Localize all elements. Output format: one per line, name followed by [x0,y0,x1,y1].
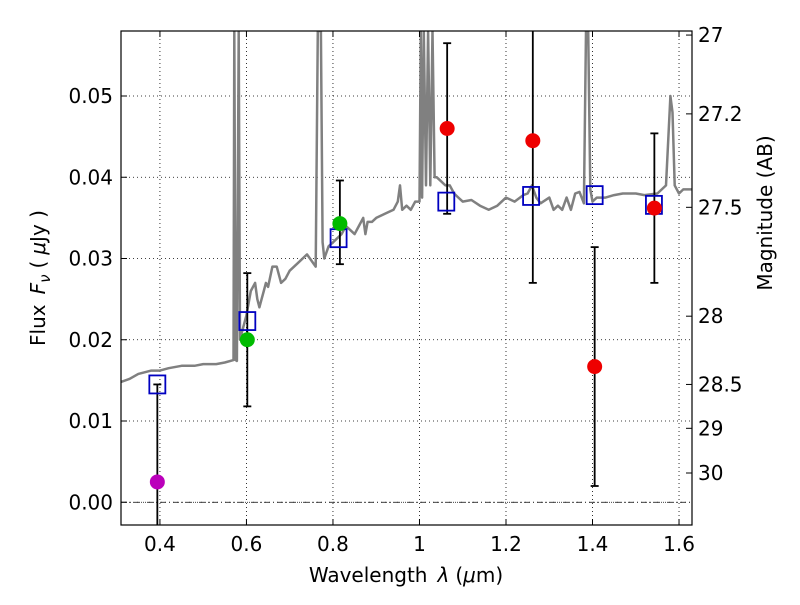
model-photometry-square [148,374,167,395]
observed-flux-point [239,332,255,348]
model-spectrum [121,31,692,384]
y-tick-label: 0.00 [68,490,113,514]
x-tick-label: 0.6 [231,532,263,556]
model-photometry [148,185,663,395]
model-photometry-square [437,191,456,212]
mag-tick-label: 27.5 [698,195,743,219]
x-tick-label: 1.4 [577,532,609,556]
observed-flux-point [525,133,541,149]
observed-points [149,121,662,490]
model-photometry-square [522,186,540,206]
y-tick-label: 0.03 [68,247,113,271]
model-photometry-square [585,185,604,206]
y-tick-label: 0.04 [68,165,113,189]
mag-tick-label: 29 [698,416,723,440]
x-tick-label: 1.2 [490,532,522,556]
x-tick-label: 0.8 [317,532,349,556]
plot-area [121,31,692,525]
mag-tick-label: 27 [698,23,723,47]
mag-tick-label: 28 [698,304,723,328]
x-axis-ticks: 0.4 0.6 0.8 1 1.2 1.4 1.6 [144,31,695,556]
x-tick-label: 1.6 [663,532,695,556]
observed-flux-point [587,359,603,375]
mag-tick-label: 27.2 [698,102,743,126]
magnitude-axis-label: Magnitude (AB) [753,135,777,290]
observed-flux-point [646,200,662,216]
observed-flux-point [439,121,455,136]
observed-flux-point [332,216,348,232]
model-photometry-square [238,311,257,331]
y-axis-label: FluxFν(μJy ) [26,210,54,346]
mag-tick-label: 30 [698,461,723,485]
observed-flux-point [149,474,165,490]
mag-tick-label: 28.5 [698,372,743,396]
y-axis-ticks: 0.00 0.01 0.02 0.03 0.04 0.05 [68,84,127,514]
x-tick-label: 1 [413,532,426,556]
magnitude-axis-ticks: 27 27.2 27.5 28 28.5 29 30 [686,23,743,485]
x-tick-label: 0.4 [144,532,176,556]
plot-frame [120,30,693,526]
spectrum-line [121,31,692,384]
y-tick-label: 0.01 [68,409,113,433]
y-tick-label: 0.05 [68,84,113,108]
x-axis-label: Wavelength λ (μm) [309,563,503,587]
y-tick-label: 0.02 [68,328,113,352]
